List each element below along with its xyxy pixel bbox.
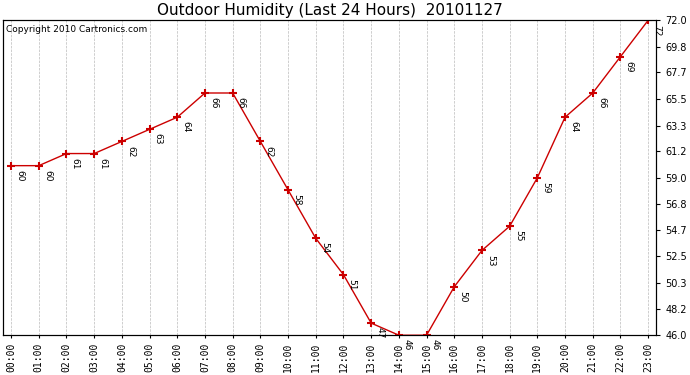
Text: 46: 46: [431, 339, 440, 351]
Text: 50: 50: [458, 291, 467, 302]
Text: 72: 72: [652, 24, 661, 36]
Text: 60: 60: [15, 170, 24, 182]
Text: 66: 66: [237, 97, 246, 109]
Text: 61: 61: [99, 158, 108, 169]
Text: 47: 47: [375, 327, 384, 339]
Text: 51: 51: [348, 279, 357, 290]
Text: 55: 55: [514, 230, 523, 242]
Text: 64: 64: [181, 122, 190, 133]
Text: 53: 53: [486, 255, 495, 266]
Text: 69: 69: [624, 61, 633, 72]
Text: 61: 61: [70, 158, 79, 169]
Text: 60: 60: [43, 170, 52, 182]
Text: 58: 58: [293, 194, 302, 206]
Text: 62: 62: [264, 146, 273, 157]
Text: 59: 59: [542, 182, 551, 194]
Text: 66: 66: [597, 97, 606, 109]
Text: 62: 62: [126, 146, 135, 157]
Text: 46: 46: [403, 339, 412, 351]
Text: 66: 66: [209, 97, 218, 109]
Text: 63: 63: [154, 134, 163, 145]
Text: 54: 54: [320, 243, 329, 254]
Text: Copyright 2010 Cartronics.com: Copyright 2010 Cartronics.com: [6, 25, 147, 34]
Title: Outdoor Humidity (Last 24 Hours)  20101127: Outdoor Humidity (Last 24 Hours) 2010112…: [157, 3, 502, 18]
Text: 64: 64: [569, 122, 578, 133]
